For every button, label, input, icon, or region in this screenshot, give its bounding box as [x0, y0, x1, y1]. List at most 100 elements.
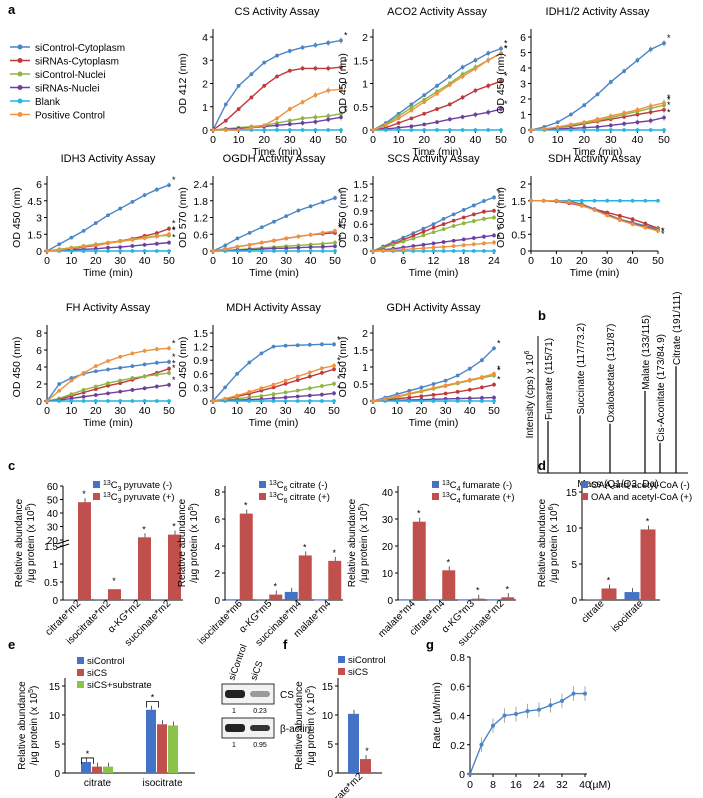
y-axis-label-end: ) — [29, 686, 40, 689]
data-point — [283, 390, 288, 395]
data-point — [313, 119, 318, 124]
bar — [269, 594, 283, 600]
significance-star: * — [497, 338, 501, 348]
y-axis-label: OD 450 (nm) — [495, 53, 507, 114]
significance-star: * — [112, 576, 116, 586]
data-point — [461, 249, 466, 253]
legend-label: siControl-Cytoplasm — [35, 43, 125, 54]
significance-star: * — [338, 188, 342, 198]
data-point — [249, 125, 254, 130]
significance-star: * — [303, 542, 307, 552]
data-point — [381, 248, 385, 253]
data-point — [339, 65, 343, 70]
chart-title: IDH3 Activity Assay — [61, 153, 156, 165]
y-axis-label-line2: /µg protein (x 10 — [359, 510, 370, 583]
data-point — [401, 247, 406, 252]
data-point — [106, 249, 110, 253]
category-label: citrate — [84, 778, 112, 789]
legend-element: C — [450, 492, 457, 503]
data-point — [499, 51, 503, 56]
data-point — [499, 46, 503, 51]
bar — [154, 599, 167, 601]
data-point — [571, 691, 576, 696]
data-point — [421, 229, 426, 234]
chart-title: CS Activity Assay — [235, 6, 320, 18]
data-point — [307, 370, 312, 375]
data-point — [313, 128, 318, 132]
x-tick-label: 0 — [467, 779, 473, 791]
significance-star: * — [504, 99, 508, 109]
data-point — [467, 399, 472, 403]
y-axis-label: OD 412 (nm) — [177, 53, 189, 114]
significance-star: * — [497, 366, 501, 376]
significance-star: * — [497, 225, 501, 235]
data-point — [275, 123, 279, 128]
y-tick-label: 1.5 — [511, 196, 526, 208]
data-point — [118, 365, 123, 370]
significance-star: * — [661, 226, 665, 236]
significance-star: * — [505, 584, 509, 594]
legend-label: OAA and acetyl-CoA (-) — [591, 480, 690, 491]
blot-band — [225, 724, 245, 732]
panel-label-g: g — [426, 637, 434, 652]
data-point — [271, 396, 276, 401]
data-point — [332, 381, 336, 386]
bar — [239, 513, 253, 600]
x-tick-label: 50 — [495, 134, 507, 146]
data-point — [467, 378, 472, 382]
data-point — [320, 392, 324, 397]
blot-frame — [221, 683, 275, 705]
y-axis-label-sup: 6 — [548, 506, 555, 510]
data-point — [407, 391, 412, 396]
x-tick-label: 0 — [210, 255, 216, 267]
data-point — [167, 360, 171, 364]
significance-star: * — [172, 338, 176, 348]
data-point — [295, 399, 300, 403]
data-point — [118, 245, 123, 249]
blot-quant: 0.23 — [253, 708, 267, 715]
y-axis-label-end: ) — [26, 503, 37, 506]
data-point — [409, 124, 414, 129]
legend-swatch — [432, 481, 439, 488]
y-tick-label: 6 — [520, 32, 526, 44]
data-point — [235, 249, 240, 253]
data-point — [473, 128, 478, 132]
x-tick-label: 24 — [533, 779, 545, 791]
x-tick-label: 30 — [601, 255, 613, 267]
data-point — [332, 363, 336, 368]
y-axis-label-end: ) — [549, 503, 560, 506]
legend-swatch — [93, 493, 100, 500]
y-tick-label: 0.3 — [193, 382, 208, 394]
x-axis-label: Time (min) — [409, 417, 459, 429]
data-point — [443, 391, 448, 396]
data-point — [569, 122, 573, 127]
y-tick-label: 4 — [36, 362, 42, 374]
data-point — [333, 249, 337, 253]
y-tick-label: 1.5 — [27, 229, 42, 241]
y-tick-label: 15 — [322, 682, 334, 693]
data-point — [569, 112, 573, 117]
data-point — [271, 392, 276, 397]
data-point — [421, 226, 426, 231]
significance-star: * — [497, 375, 501, 385]
legend-compound: citrate (+) — [290, 492, 330, 503]
data-point — [486, 128, 491, 132]
y-tick-label: 4 — [214, 542, 220, 553]
y-tick-label: 0.5 — [44, 578, 58, 589]
x-tick-label: 40 — [139, 255, 151, 267]
data-point — [441, 216, 446, 221]
significance-star: * — [337, 356, 341, 366]
y-tick-label: 1.2 — [353, 192, 368, 204]
data-point — [275, 53, 279, 58]
y-tick-label: 15 — [49, 682, 61, 693]
data-point — [492, 215, 496, 220]
significance-star: * — [337, 383, 341, 393]
data-point — [395, 394, 400, 399]
y-axis-label-sup: 5 — [188, 506, 195, 510]
data-point — [460, 115, 465, 119]
significance-star: * — [344, 30, 348, 40]
y-axis-label: Relative abundance/µg protein (x 105) — [14, 498, 37, 587]
significance-star: * — [661, 226, 665, 236]
data-point — [81, 394, 86, 399]
y-tick-label: 10 — [49, 711, 61, 722]
